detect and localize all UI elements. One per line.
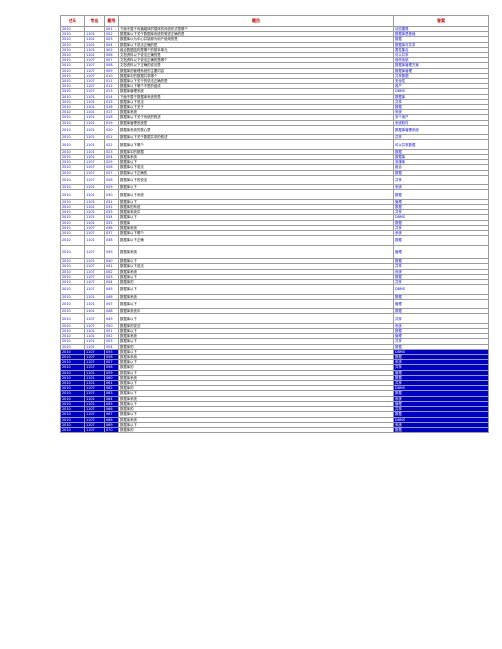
cell-question[interactable]: 数据库以下系统 (118, 189, 394, 200)
cell-no[interactable]: 038 (104, 235, 119, 246)
table-row[interactable]: 2010 1101 047 数据库以下 管理 (60, 298, 489, 310)
cell-code[interactable]: 1101 (84, 235, 105, 246)
cell-answer[interactable]: 数据库管理系统 (393, 124, 489, 136)
cell-answer[interactable]: 管理 (393, 244, 489, 260)
cell-question[interactable]: 数据库的 (118, 426, 394, 434)
cell-question[interactable]: 数据库以下哪个 (118, 139, 394, 150)
cell-question[interactable]: 数据库以下 (118, 313, 394, 324)
table-row[interactable]: 2010 1107 039 数据库系统 管理 (60, 244, 489, 260)
table-row[interactable]: 2010 1101 020 数据库系统的核心是 数据库管理系统 (60, 124, 489, 136)
header-answer: 答案 (393, 15, 489, 27)
cell-code[interactable]: 1101 (84, 139, 105, 150)
cell-year[interactable]: 2010 (60, 174, 85, 186)
cell-answer[interactable]: 数据 (393, 426, 489, 434)
cell-answer[interactable]: 数据 (393, 235, 489, 246)
table-row[interactable]: 2010 1107 028 数据库以下的说法 共享 (60, 174, 489, 186)
cell-no[interactable]: 070 (104, 426, 119, 434)
cell-year[interactable]: 2010 (60, 313, 85, 324)
cell-answer[interactable]: 共享 (393, 174, 489, 186)
cell-answer[interactable]: DBMS (393, 284, 489, 295)
cell-answer[interactable]: 可以共享数据 (393, 139, 489, 150)
cell-no[interactable]: 020 (104, 124, 119, 136)
cell-answer[interactable]: 管理 (393, 298, 489, 310)
cell-question[interactable]: 数据库以下正确 (118, 235, 394, 246)
table-body: 2010 001 下面不属于传播媒体的载体的传统形式是哪个 动态图像 2010 1101 0… (60, 25, 489, 434)
cell-no[interactable]: 030 (104, 189, 119, 200)
cell-answer[interactable]: 数据 (393, 189, 489, 200)
cell-code[interactable]: 1101 (84, 298, 105, 310)
table-row[interactable]: 2010 1101 038 数据库以下正确 数据 (60, 235, 489, 246)
header-year: 년도 (60, 15, 85, 27)
table-row[interactable]: 2010 1107 070 数据库的 数据 (60, 426, 489, 434)
cell-question[interactable]: 数据库以下 (118, 298, 394, 310)
table-row[interactable]: 2010 1101 032 数据库的系统 数据 (60, 204, 489, 211)
spreadsheet-table: 년도 专业 题号 题目 答案 2010 001 下面不属于传播媒体的载体的传统形式是… (60, 15, 489, 434)
table-row[interactable]: 2010 1107 049 数据库以下 共享 (60, 313, 489, 324)
cell-no[interactable]: 028 (104, 174, 119, 186)
cell-answer[interactable]: 共享 (393, 313, 489, 324)
cell-no[interactable]: 049 (104, 313, 119, 324)
header-row: 년도 专业 题号 题目 答案 (60, 15, 489, 27)
header-no: 题号 (104, 15, 119, 27)
cell-year[interactable]: 2010 (60, 426, 85, 434)
cell-year[interactable]: 2010 (60, 244, 85, 260)
table-row[interactable]: 2010 1101 030 数据库以下系统 数据 (60, 189, 489, 200)
header-question: 题目 (118, 15, 394, 27)
cell-code[interactable]: 1101 (84, 189, 105, 200)
cell-question[interactable]: 数据库以下的说法 (118, 174, 394, 186)
cell-year[interactable]: 2010 (60, 189, 85, 200)
table-row[interactable]: 2010 1101 022 数据库以下哪个 可以共享数据 (60, 139, 489, 150)
cell-code[interactable]: 1107 (84, 313, 105, 324)
cell-no[interactable]: 045 (104, 284, 119, 295)
cell-code[interactable]: 1107 (84, 426, 105, 434)
cell-year[interactable]: 2010 (60, 139, 85, 150)
cell-year[interactable]: 2010 (60, 298, 85, 310)
cell-no[interactable]: 039 (104, 244, 119, 260)
cell-no[interactable]: 047 (104, 298, 119, 310)
table-row[interactable]: 2010 1107 055 数据库以下 DBMS (60, 348, 489, 356)
cell-question[interactable]: 数据库系统 (118, 244, 394, 260)
table-row[interactable]: 2010 1101 024 数据库系统 数据库 (60, 154, 489, 161)
cell-no[interactable]: 022 (104, 139, 119, 150)
table-row[interactable]: 2010 1107 045 数据库以下 DBMS (60, 284, 489, 295)
cell-question[interactable]: 数据库以下 (118, 284, 394, 295)
cell-year[interactable]: 2010 (60, 124, 85, 136)
cell-code[interactable]: 1107 (84, 174, 105, 186)
cell-code[interactable]: 1107 (84, 244, 105, 260)
cell-code[interactable]: 1101 (84, 124, 105, 136)
header-code: 专业 (84, 15, 105, 27)
cell-year[interactable]: 2010 (60, 235, 85, 246)
cell-year[interactable]: 2010 (60, 284, 85, 295)
cell-question[interactable]: 数据库系统的核心是 (118, 124, 394, 136)
cell-code[interactable]: 1107 (84, 284, 105, 295)
